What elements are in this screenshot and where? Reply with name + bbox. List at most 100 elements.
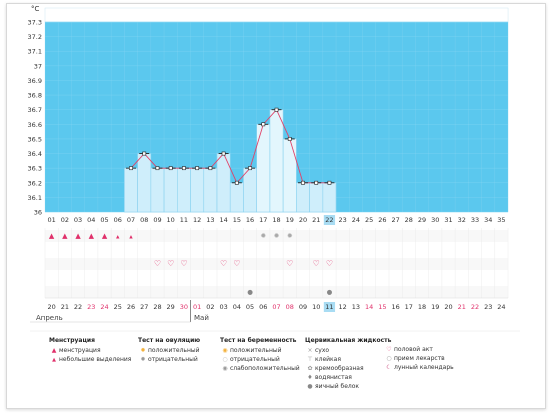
temperature-point: [234, 180, 239, 185]
cycle-day-label: 15: [233, 216, 241, 224]
legend-item: прием лекарств: [394, 355, 445, 362]
pregnancy-positive-icon: ◉: [222, 347, 228, 354]
heart-icon: ♡: [233, 259, 240, 268]
ovulation-negative-icon: ✹: [287, 232, 293, 240]
y-tick-label: 36.5: [28, 135, 42, 143]
cycle-day-label: 19: [286, 216, 294, 224]
temperature-point: [327, 180, 332, 185]
temperature-line: [130, 108, 330, 184]
heart-icon: ♡: [326, 259, 333, 268]
temperature-point: [301, 180, 305, 185]
heart-icon: ♡: [167, 259, 174, 268]
legend-cervical: Цервикальная жидкость × сухо ⊤ клейкая ✿ кр…: [305, 336, 391, 391]
y-tick-label: 36: [34, 209, 42, 217]
temperature-point: [314, 180, 319, 185]
temperature-point: [182, 166, 186, 171]
calendar-date-label: 14: [365, 303, 373, 311]
calendar-date-label: 21: [458, 303, 466, 311]
menstruation-icon: ▲: [102, 232, 108, 240]
calendar-date-label: 16: [391, 303, 399, 311]
temperature-point: [287, 137, 292, 141]
legend-item: отрицательный: [230, 356, 280, 363]
pill-icon: ○: [386, 355, 392, 362]
legend-ovulation: Тест на овуляцию ✹ положительный ✹ отрицат…: [138, 336, 200, 364]
sticky-icon: ⊤: [307, 356, 313, 363]
cycle-day-label: 28: [405, 216, 413, 224]
menstruation-icon: ▲: [62, 232, 68, 240]
heart-icon: ♡: [220, 259, 227, 268]
cycle-day-label: 08: [140, 216, 148, 224]
legend-item: менструация: [59, 347, 101, 354]
month-label-may: Май: [194, 314, 209, 322]
cycle-day-label: 09: [153, 216, 161, 224]
temperature-point: [195, 166, 200, 171]
calendar-date-label: 06: [259, 303, 267, 311]
cycle-day-label: 23: [339, 216, 347, 224]
y-tick-label: 36.4: [28, 150, 42, 158]
temperature-bar: [322, 182, 337, 213]
temperature-bar: [177, 167, 191, 213]
cycle-day-label: 14: [219, 216, 227, 224]
legend-other: ♡ половой акт ○ прием лекарств ☾ лунный кал…: [384, 345, 454, 372]
calendar-date-label: 04: [233, 303, 241, 311]
calendar-date-label: 27: [140, 303, 148, 311]
ovulation-negative-icon: ✹: [260, 232, 266, 240]
calendar-date-label: 15: [378, 303, 386, 311]
egg-white-icon: ●: [327, 288, 333, 296]
legend-title: Тест на беременность: [220, 337, 297, 344]
cycle-day-label: 29: [418, 216, 426, 224]
calendar-date-label: 20: [47, 303, 55, 311]
legend-item: слабоположительный: [230, 365, 300, 372]
icon-row-band: [45, 244, 509, 256]
calendar-date-label: 26: [127, 303, 135, 311]
temperature-point: [261, 122, 266, 127]
y-tick-label: 37.3: [28, 19, 42, 27]
calendar-date-label: 09: [299, 303, 307, 311]
calendar-date-label: 25: [114, 303, 122, 311]
calendar-date-label: 17: [405, 303, 413, 311]
icon-row-band: [45, 230, 509, 242]
legend-item: водянистая: [315, 374, 352, 381]
calendar-date-label: 11: [325, 303, 333, 311]
menstruation-icon: ▲: [89, 232, 95, 240]
calendar-date-label: 07: [272, 303, 280, 311]
temperature-bar: [296, 182, 310, 213]
calendar-date-label: 30: [180, 303, 188, 311]
calendar-date-label: 10: [312, 303, 320, 311]
calendar-date-label: 18: [418, 303, 426, 311]
legend-title: Менструация: [49, 337, 95, 344]
cycle-day-label: 30: [431, 216, 439, 224]
temperature-bar: [203, 167, 218, 213]
today-date-highlight: [323, 302, 336, 312]
heart-icon: ♡: [180, 259, 187, 268]
menstruation-icon: ▲: [49, 232, 55, 240]
legend-item: положительный: [230, 347, 282, 354]
icon-row-band: [45, 286, 509, 298]
temperature-point: [221, 151, 226, 156]
ovulation-negative-icon: ✹: [140, 356, 146, 363]
cycle-day-label: 06: [114, 216, 122, 224]
legend-item: яичный белок: [315, 383, 360, 390]
calendar-date-label: 01: [193, 303, 201, 311]
calendar-date-label: 13: [352, 303, 360, 311]
y-tick-label: 36.1: [28, 194, 42, 202]
calendar-date-label: 24: [100, 303, 108, 311]
temperature-point: [155, 166, 160, 171]
calendar-date-label: 29: [167, 303, 175, 311]
cycle-day-label: 33: [471, 216, 479, 224]
cycle-day-label: 27: [391, 216, 399, 224]
y-axis-unit: °C: [31, 5, 40, 13]
ovulation-negative-icon: ✹: [274, 232, 280, 240]
legend-item: лунный календарь: [394, 364, 454, 371]
y-tick-label: 37.1: [28, 48, 42, 56]
calendar-date-label: 20: [444, 303, 452, 311]
calendar-date-label: 22: [74, 303, 82, 311]
watery-icon: ♦: [307, 374, 313, 381]
cycle-day-label: 07: [127, 216, 135, 224]
calendar-date-label: 12: [339, 303, 347, 311]
cycle-day-label: 02: [61, 216, 69, 224]
cycle-day-label: 35: [497, 216, 505, 224]
heart-icon: ♡: [313, 259, 320, 268]
calendar-date-label: 03: [219, 303, 227, 311]
ovulation-positive-icon: ✹: [140, 347, 146, 354]
